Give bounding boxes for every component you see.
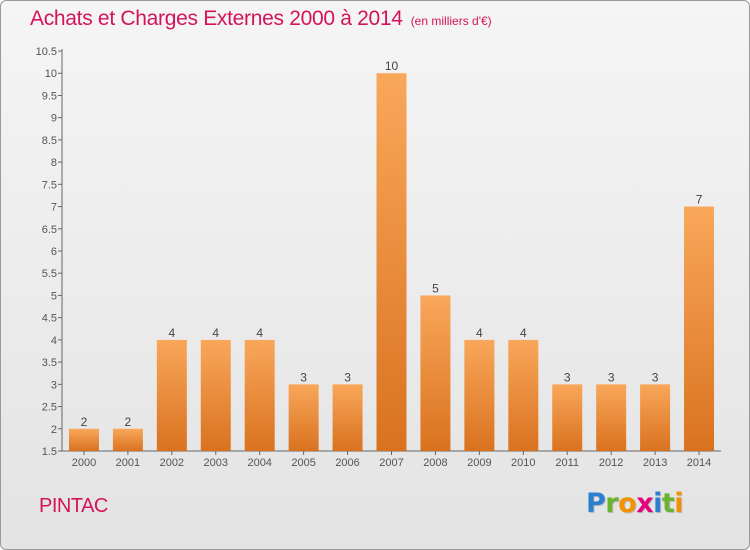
bar-2006 — [332, 384, 363, 451]
x-tick-label-2014: 2014 — [687, 457, 711, 469]
y-tick-label: 2.5 — [42, 402, 57, 414]
logo-letter: o — [618, 488, 637, 519]
y-tick-label: 10.5 — [36, 46, 57, 58]
value-label-2014: 7 — [696, 193, 703, 207]
bar-2000 — [68, 428, 99, 451]
y-tick-label: 3.5 — [42, 357, 57, 369]
logo-letter: x — [636, 488, 654, 519]
x-tick-label-2010: 2010 — [511, 457, 535, 469]
logo-letter: r — [605, 488, 619, 519]
bar-2009 — [464, 339, 495, 451]
commune-name: PINTAC — [39, 495, 108, 517]
y-tick-label: 6 — [51, 246, 57, 258]
value-label-2006: 3 — [344, 370, 351, 384]
x-tick-label-2005: 2005 — [291, 457, 315, 469]
x-tick-label-2012: 2012 — [599, 457, 623, 469]
y-tick-label: 8.5 — [42, 135, 57, 147]
y-tick-label: 5 — [51, 290, 57, 302]
bar-2013 — [640, 384, 671, 451]
y-tick-label: 9.5 — [42, 90, 57, 102]
value-label-2010: 4 — [520, 326, 527, 340]
bar-2010 — [508, 339, 539, 451]
x-tick-label-2009: 2009 — [467, 457, 491, 469]
x-tick-label-2006: 2006 — [335, 457, 359, 469]
value-label-2001: 2 — [125, 415, 132, 429]
y-tick-label: 9 — [51, 113, 57, 125]
y-tick-label: 7.5 — [42, 179, 57, 191]
x-tick-label-2000: 2000 — [72, 457, 96, 469]
bar-2002 — [156, 339, 187, 451]
bar-2007 — [376, 73, 407, 451]
chart-title-text: Achats et Charges Externes 2000 à 2014 — [30, 7, 403, 30]
value-label-2004: 4 — [256, 326, 263, 340]
bar-2004 — [244, 339, 275, 451]
x-tick-label-2008: 2008 — [423, 457, 447, 469]
y-tick-label: 2 — [51, 424, 57, 436]
value-label-2008: 5 — [432, 281, 439, 295]
chart-subtitle: (en milliers d'€) — [410, 14, 492, 28]
logo-letter: i — [653, 488, 662, 519]
value-label-2000: 2 — [81, 415, 88, 429]
value-label-2003: 4 — [212, 326, 219, 340]
y-tick-label: 6.5 — [42, 224, 57, 236]
logo-letter: t — [661, 488, 675, 519]
y-tick-label: 10 — [45, 68, 57, 80]
y-tick-label: 4.5 — [42, 313, 57, 325]
y-tick-label: 4 — [51, 335, 57, 347]
value-label-2005: 3 — [300, 370, 307, 384]
x-tick-label-2007: 2007 — [379, 457, 403, 469]
bar-2012 — [596, 384, 627, 451]
bar-2003 — [200, 339, 231, 451]
value-labels: 2 2 4 4 4 3 3 10 5 4 4 3 3 3 7 — [81, 59, 703, 429]
bar-2008 — [420, 295, 451, 451]
y-tick-label: 8 — [51, 157, 57, 169]
y-tick-label: 1.5 — [42, 446, 57, 458]
logo-letter: i — [674, 488, 684, 519]
y-axis: 1.5 2 2.5 3 3.5 4 4.5 5 5.5 6 6.5 7 7.5 8 8.5 9 9.5 10 10.… — [36, 46, 63, 458]
value-label-2002: 4 — [168, 326, 175, 340]
x-axis: 2000 2001 2002 2003 2004 2005 2006 2007 2008 2009… — [62, 450, 721, 469]
x-tick-label-2011: 2011 — [555, 457, 579, 469]
logo-letter: P — [586, 488, 606, 519]
x-tick-label-2004: 2004 — [247, 457, 271, 469]
value-label-2011: 3 — [564, 370, 571, 384]
y-tick-label: 5.5 — [42, 268, 57, 280]
value-label-2007: 10 — [385, 59, 399, 73]
bar-2001 — [112, 428, 143, 451]
x-tick-label-2001: 2001 — [116, 457, 140, 469]
bar-2005 — [288, 384, 319, 451]
value-label-2013: 3 — [652, 370, 659, 384]
proxiti-logo[interactable]: Proxiti — [586, 488, 684, 519]
chart-title: Achats et Charges Externes 2000 à 2014 (e… — [30, 7, 492, 31]
bar-2011 — [552, 384, 583, 451]
value-label-2009: 4 — [476, 326, 483, 340]
x-tick-label-2002: 2002 — [160, 457, 184, 469]
value-label-2012: 3 — [608, 370, 615, 384]
x-tick-label-2003: 2003 — [204, 457, 228, 469]
bars — [68, 73, 715, 451]
y-tick-label: 7 — [51, 202, 57, 214]
x-tick-label-2013: 2013 — [643, 457, 667, 469]
y-tick-label: 3 — [51, 379, 57, 391]
bar-2014 — [684, 206, 715, 451]
